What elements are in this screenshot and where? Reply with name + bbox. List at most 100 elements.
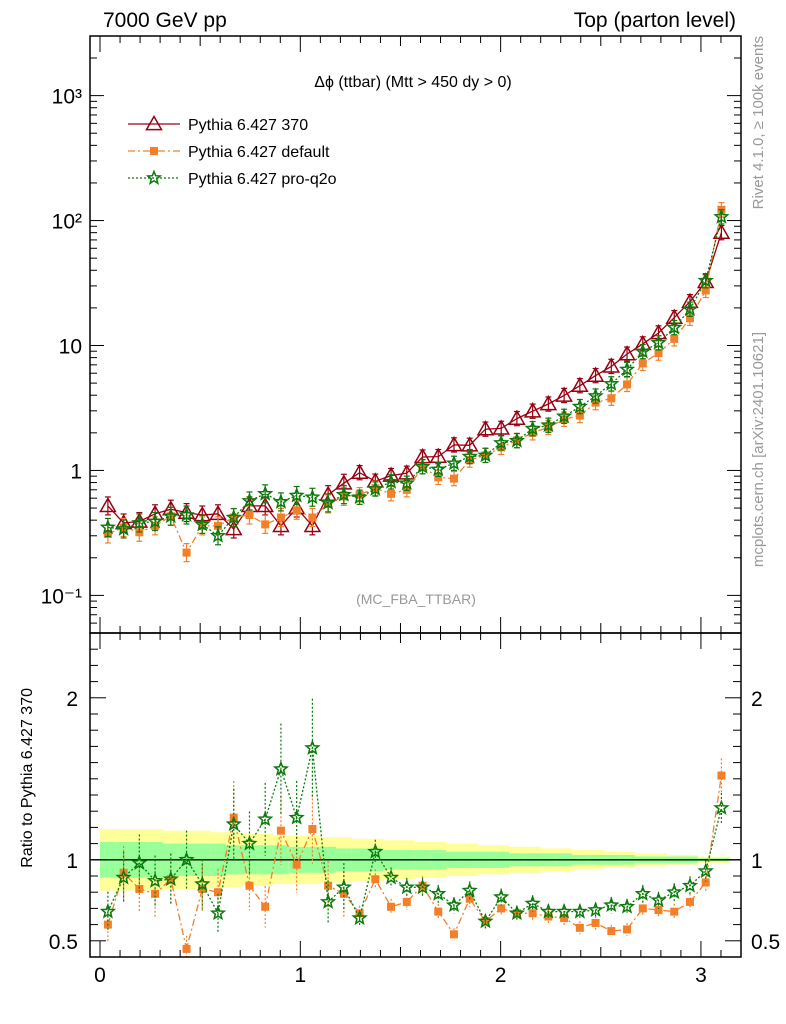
ratio-line: [107, 775, 723, 950]
legend-label: Pythia 6.427 pro-q2o: [188, 171, 337, 188]
series-pythia-6-427-pro-q2o: [99, 208, 730, 546]
series-line-pythia-6-427-pro-q2o: [107, 216, 723, 537]
data-point: [272, 493, 290, 509]
data-point: [414, 458, 431, 474]
data-point: [319, 494, 337, 510]
data-point: [209, 527, 227, 543]
data-point: [434, 473, 443, 482]
ratio-point: [414, 878, 431, 895]
data-point: [351, 488, 368, 505]
data-point: [304, 488, 321, 505]
data-point: [587, 387, 604, 404]
ratio-series-pythia-6-427-pro-q2o: [99, 698, 730, 933]
data-point: [335, 486, 353, 502]
data-point: [685, 314, 694, 323]
ratio-point: [587, 901, 604, 918]
ratio-point: [618, 898, 636, 914]
ratio-point: [115, 869, 132, 885]
data-point: [607, 394, 616, 403]
ratio-point: [146, 872, 164, 888]
data-point: [524, 420, 541, 436]
data-point: [398, 474, 416, 491]
ratio-point: [99, 903, 117, 919]
ratio-point: [335, 878, 353, 895]
ratio-point: [213, 888, 222, 897]
ratio-point: [434, 907, 443, 916]
ratio-point: [319, 893, 337, 909]
ratio-point: [276, 826, 285, 835]
rivet-label: Rivet 4.1.0, ≥ 100k events: [750, 36, 767, 209]
legend-item-pythia-6-427-default: Pythia 6.427 default: [128, 144, 330, 161]
data-point: [638, 359, 647, 368]
data-point: [603, 375, 620, 391]
ratio-point: [713, 799, 730, 815]
data-point: [670, 334, 679, 343]
data-point: [182, 548, 191, 557]
data-point: [571, 376, 589, 393]
ratio-point: [131, 854, 148, 871]
data-point: [131, 514, 148, 530]
data-point: [713, 208, 730, 224]
legend-label: Pythia 6.427 370: [188, 117, 308, 134]
x-tick-label: 0: [94, 964, 106, 987]
data-point: [241, 492, 258, 508]
data-point: [618, 360, 636, 377]
ratio-point: [257, 810, 274, 827]
ratio-point: [178, 851, 195, 867]
ratio-y-tick-label-right: 2: [751, 688, 763, 711]
data-point: [523, 402, 542, 418]
y-tick-label: 1: [70, 460, 82, 483]
ratio-point: [382, 869, 400, 885]
x-tick-label: 3: [695, 964, 707, 987]
data-point: [540, 416, 557, 433]
ratio-y-tick-label-right: 1: [751, 850, 763, 873]
y-tick-label: 10: [59, 336, 82, 359]
legend-marker: [150, 147, 158, 155]
ratio-y-tick-label: 1: [66, 850, 78, 873]
data-point: [303, 516, 322, 533]
ratio-point: [225, 815, 242, 832]
ratio-point: [449, 930, 458, 939]
legend-item-pythia-6-427-370: Pythia 6.427 370: [128, 114, 308, 134]
ratio-point: [162, 870, 179, 887]
ratio-point: [591, 918, 600, 927]
data-point: [666, 319, 683, 335]
header-right: Top (parton level): [574, 9, 736, 32]
ratio-line: [107, 747, 723, 923]
data-point: [257, 485, 274, 501]
data-point: [245, 510, 254, 519]
ratio-point: [461, 882, 478, 898]
ratio-point: [508, 904, 526, 921]
main-y-axis: 10⁻¹ 1 10 10² 10³: [41, 35, 741, 634]
ratio-point: [650, 891, 667, 908]
data-point: [634, 343, 652, 359]
ratio-point: [666, 883, 683, 900]
x-tick-label: 2: [495, 964, 507, 987]
ratio-point: [477, 912, 494, 929]
data-point: [288, 486, 305, 503]
ratio-point: [245, 881, 254, 890]
data-point: [508, 409, 526, 425]
x-tick-label: 1: [294, 964, 306, 987]
series-pythia-6-427-default: [103, 202, 726, 563]
ratio-point: [402, 897, 411, 906]
ratio-panel: 0.5 0.5 1 1 2 2 0 1 2 3 Ratio to Pythia 6.427 37…: [19, 632, 780, 987]
ratio-point: [701, 878, 710, 887]
ratio-point: [607, 927, 616, 936]
main-panel: Δϕ (ttbar) (Mtt > 450 dy > 0) (MC_FBA_TT…: [41, 35, 742, 634]
data-point: [493, 434, 510, 450]
ratio-y-axis: 0.5 0.5 1 1 2 2: [49, 632, 780, 958]
ratio-point: [292, 860, 301, 869]
ratio-point: [182, 944, 191, 953]
legend-marker: [145, 169, 163, 185]
data-point: [476, 420, 495, 436]
ratio-y-tick-label-right: 0.5: [751, 931, 780, 954]
ratio-point: [194, 875, 211, 892]
ratio-y-label: Ratio to Pythia 6.427 370: [19, 688, 36, 868]
ratio-point: [351, 909, 368, 926]
data-point: [697, 272, 714, 288]
ratio-point: [367, 843, 384, 859]
ratio-point: [398, 878, 416, 895]
data-point: [477, 446, 494, 463]
legend-label: Pythia 6.427 default: [188, 144, 330, 161]
